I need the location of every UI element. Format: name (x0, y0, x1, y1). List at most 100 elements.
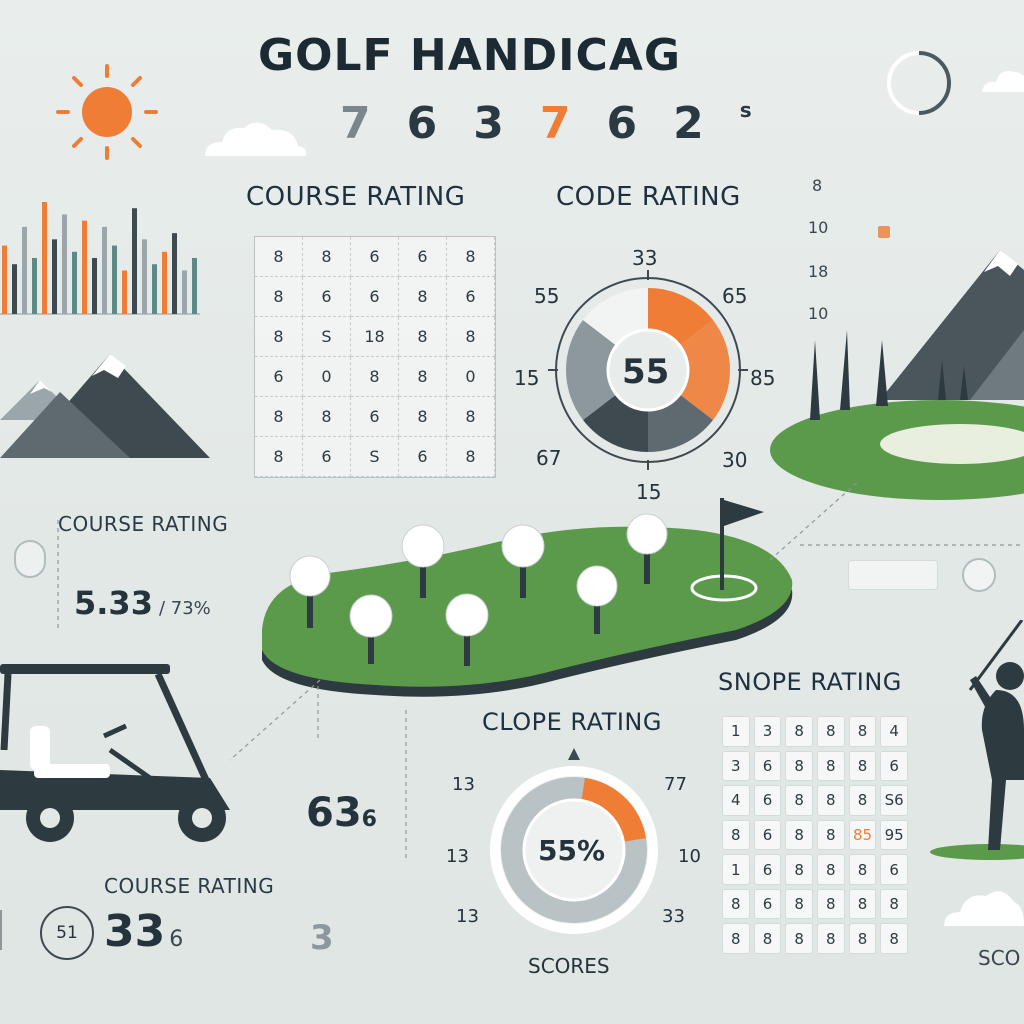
snope-rating-cell: 8 (785, 785, 813, 816)
course-rating-left-heading: COURSE RATING (58, 512, 229, 536)
title-digit: 7 (539, 98, 571, 149)
snope-rating-cell: 8 (753, 923, 782, 954)
mountain-illustration (0, 354, 210, 458)
mountain-course-illustration (770, 250, 1024, 500)
clope-rating-label: 13 (446, 846, 469, 867)
snope-rating-cell: 4 (880, 716, 908, 747)
course-rating-badge: 51 (40, 906, 94, 960)
bar (72, 251, 77, 314)
snope-rating-cell: 8 (848, 785, 877, 816)
snope-rating-cell: 8 (816, 750, 845, 782)
snope-rating-cell: 8 (785, 750, 813, 782)
course-rating-cell: 8 (255, 437, 303, 477)
course-rating-cell: 8 (447, 317, 495, 357)
snope-rating-cell: 8 (848, 888, 877, 920)
course-rating-left-value: 5.33 (74, 584, 153, 622)
bar (22, 226, 27, 314)
course-rating-cell: 6 (351, 277, 399, 317)
bar (102, 226, 107, 314)
snope-rating-cell: 8 (880, 888, 908, 920)
snope-rating-cell: 6 (753, 785, 782, 816)
course-rating-cell: 6 (399, 437, 447, 477)
mid-value: 63 (306, 790, 362, 836)
course-rating-left-suffix: / 73% (158, 598, 211, 619)
mid-value-row: 63 6 (306, 790, 377, 836)
course-rating-cell: 8 (303, 237, 351, 277)
title-digits: 7 6 3 7 6 2 s (340, 98, 752, 149)
code-rating-label: 33 (632, 246, 658, 270)
title-digit: 6 (606, 98, 638, 149)
snope-rating-cell: 8 (785, 888, 813, 920)
title-digit: 3 (473, 98, 504, 149)
cloud-icon (944, 891, 1024, 926)
snope-rating-cell: S6 (880, 785, 908, 816)
course-rating-cell: 8 (399, 397, 447, 437)
right-slider-control (848, 560, 938, 590)
code-rating-center-value: 55 (622, 352, 670, 392)
course-rating-cell: 8 (447, 237, 495, 277)
snope-rating-cell: 8 (848, 923, 877, 954)
bar (2, 245, 7, 314)
bar (112, 245, 117, 314)
edge-number (0, 910, 10, 950)
clope-rating-footer: SCORES (528, 954, 610, 978)
clope-rating-label: 10 (678, 846, 701, 867)
bar (12, 264, 17, 314)
snope-rating-cell: 1 (722, 854, 750, 885)
course-rating-cell: 6 (351, 237, 399, 277)
snope-rating-cell: 85 (848, 819, 877, 851)
snope-rating-cell: 8 (816, 854, 845, 885)
snope-rating-cell: 8 (816, 923, 845, 954)
course-rating-cell: 6 (351, 397, 399, 437)
bar (132, 208, 137, 314)
snope-rating-cell: 8 (816, 888, 845, 920)
bar (42, 202, 47, 314)
course-rating-cell: 8 (447, 397, 495, 437)
course-rating-cell: 8 (399, 277, 447, 317)
course-rating-cell: 0 (447, 357, 495, 397)
code-rating-label: 65 (722, 284, 748, 308)
course-rating-cell: 8 (447, 437, 495, 477)
clope-rating-label: 33 (662, 906, 685, 927)
course-rating-cell: S (351, 437, 399, 477)
snope-rating-cell: 8 (722, 923, 750, 954)
bar (142, 239, 147, 314)
cloud-icon (205, 122, 307, 156)
course-rating-cell: 8 (399, 357, 447, 397)
snope-rating-cell: 6 (880, 854, 908, 885)
snope-rating-cell: 3 (753, 716, 782, 747)
course-rating-bottom-suffix: 6 (169, 927, 184, 952)
title-digit: 6 (406, 98, 438, 149)
course-rating-cell: 8 (303, 397, 351, 437)
course-rating-left-value-row: 5.33 / 73% (74, 584, 211, 622)
bar (182, 270, 187, 314)
course-rating-heading: COURSE RATING (246, 182, 466, 212)
right-column-number: 10 (808, 304, 829, 323)
bar (62, 214, 67, 314)
bar-chart (0, 202, 200, 315)
golf-cart-illustration (0, 664, 230, 842)
snope-rating-grid: 1 3 8 8 8 4 3 6 8 8 8 6 4 6 8 8 8 S6 8 6 8 8 85 95 1 6 8 8 8 6 8 6 8 8 8 8 8… (722, 716, 908, 954)
course-rating-faint-value: 3 (310, 918, 334, 958)
snope-rating-cell: 3 (722, 750, 750, 782)
sun-icon (56, 64, 158, 160)
course-rating-bottom-heading: COURSE RATING (104, 874, 275, 898)
bar (192, 258, 197, 314)
bar (152, 264, 157, 314)
snope-rating-cell: 8 (848, 716, 877, 747)
ring-icon (887, 51, 951, 115)
snope-rating-cell: 6 (880, 750, 908, 782)
cloud-icon (982, 71, 1024, 92)
snope-rating-cell: 1 (722, 716, 750, 747)
snope-rating-cell: 8 (785, 819, 813, 851)
bar (162, 251, 167, 314)
course-rating-cell: 8 (255, 237, 303, 277)
right-column-number: 8 (812, 176, 823, 195)
course-rating-cell: 0 (303, 357, 351, 397)
course-rating-cell: 6 (447, 277, 495, 317)
right-column-number: 10 (808, 218, 829, 237)
course-rating-cell: 8 (255, 397, 303, 437)
course-rating-cell: 8 (255, 277, 303, 317)
clope-rating-label: 77 (664, 774, 687, 795)
